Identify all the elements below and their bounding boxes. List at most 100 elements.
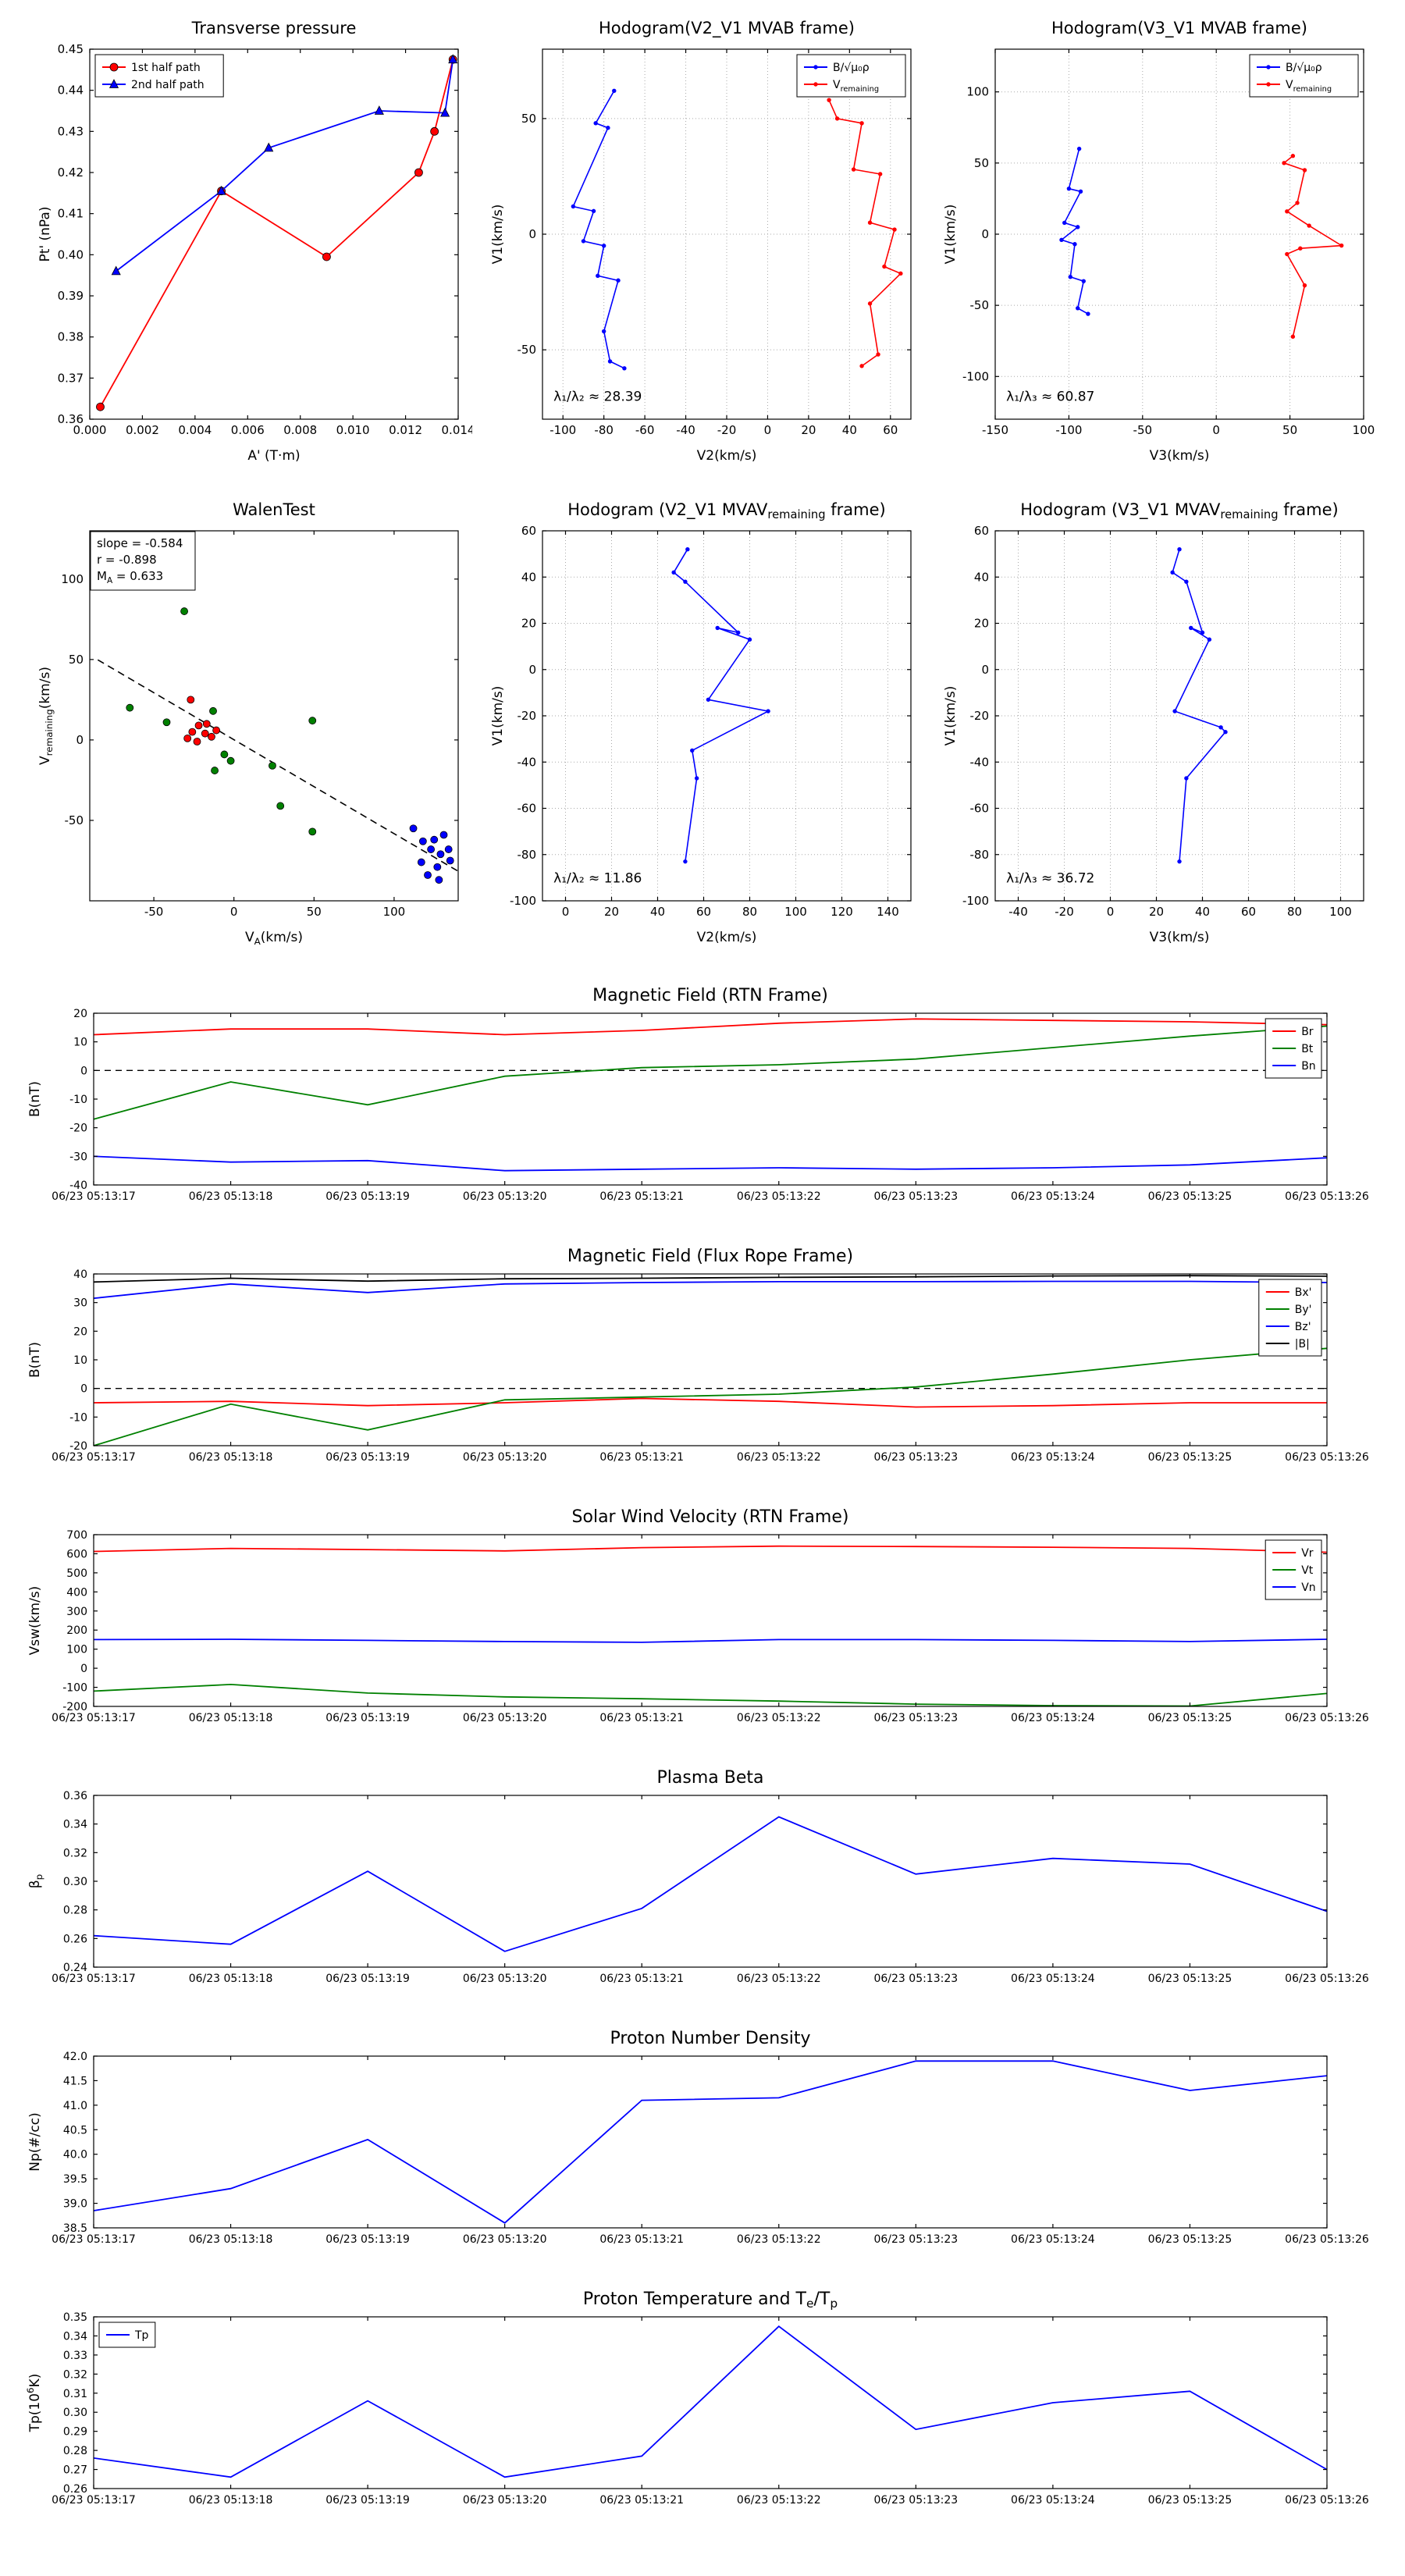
svg-text:-10: -10 <box>69 1094 87 1106</box>
svg-text:-40: -40 <box>970 755 990 769</box>
proton-temperature-chart: 06/23 05:13:17 06/23 05:13:18 06/23 05:13:… <box>25 2290 1369 2507</box>
svg-text:06/23 05:13:23: 06/23 05:13:23 <box>873 1190 958 1203</box>
svg-text:06/23 05:13:17: 06/23 05:13:17 <box>52 1451 136 1464</box>
svg-text:-40: -40 <box>518 755 537 769</box>
svg-text:Tp: Tp <box>134 2329 149 2342</box>
svg-text:06/23 05:13:18: 06/23 05:13:18 <box>189 1451 273 1464</box>
svg-text:-60: -60 <box>635 423 655 437</box>
svg-text:80: 80 <box>1287 905 1302 919</box>
hodogram-v2v1-mvab-chart: -100 -80 -60 -40 -20 0 20 40 60 -50 0 50 Hodogram(V2… <box>490 19 912 464</box>
svg-text:06/23 05:13:18: 06/23 05:13:18 <box>189 2494 273 2507</box>
svg-text:-200: -200 <box>62 1701 87 1713</box>
svg-text:500: 500 <box>66 1567 87 1580</box>
svg-text:06/23 05:13:26: 06/23 05:13:26 <box>1285 1451 1369 1464</box>
svg-text:0: 0 <box>1212 423 1220 437</box>
svg-text:06/23 05:13:21: 06/23 05:13:21 <box>599 1190 684 1203</box>
svg-text:0.28: 0.28 <box>63 2445 87 2457</box>
svg-text:V2(km/s): V2(km/s) <box>697 930 757 945</box>
svg-text:0.30: 0.30 <box>63 1876 87 1888</box>
svg-text:06/23 05:13:19: 06/23 05:13:19 <box>325 1451 410 1464</box>
svg-text:06/23 05:13:19: 06/23 05:13:19 <box>325 1712 410 1724</box>
svg-text:0.010: 0.010 <box>336 423 370 437</box>
svg-text:06/23 05:13:22: 06/23 05:13:22 <box>737 1712 821 1724</box>
svg-text:06/23 05:13:24: 06/23 05:13:24 <box>1011 2494 1095 2507</box>
svg-text:Pt' (nPa): Pt' (nPa) <box>37 207 53 262</box>
svg-text:0.006: 0.006 <box>231 423 265 437</box>
svg-text:WalenTest: WalenTest <box>233 500 315 519</box>
svg-text:06/23 05:13:21: 06/23 05:13:21 <box>599 1451 684 1464</box>
svg-text:0: 0 <box>80 1663 87 1675</box>
hodogram-v3v1-mvab-chart: -150 -100 -50 0 50 100 -100 -50 0 50 100 Hodogram(V… <box>943 19 1375 464</box>
svg-text:0.33: 0.33 <box>63 2350 87 2362</box>
svg-text:Bt: Bt <box>1301 1043 1314 1055</box>
svg-text:λ₁/λ₃ ≈ 36.72: λ₁/λ₃ ≈ 36.72 <box>1006 870 1094 886</box>
svg-text:λ₁/λ₃ ≈ 60.87: λ₁/λ₃ ≈ 60.87 <box>1006 389 1094 404</box>
svg-text:V1(km/s): V1(km/s) <box>490 686 506 746</box>
svg-text:100: 100 <box>383 905 406 919</box>
svg-text:10: 10 <box>73 1037 87 1049</box>
svg-text:06/23 05:13:19: 06/23 05:13:19 <box>325 2233 410 2246</box>
svg-text:100: 100 <box>66 1644 87 1656</box>
magnetic-field-rtn-chart: 06/23 05:13:17 06/23 05:13:18 06/23 05:13:… <box>27 986 1369 1203</box>
svg-text:06/23 05:13:17: 06/23 05:13:17 <box>52 2494 136 2507</box>
svg-text:0: 0 <box>528 663 536 677</box>
svg-text:Np(#/cc): Np(#/cc) <box>27 2112 43 2171</box>
svg-text:0.014: 0.014 <box>442 423 472 437</box>
svg-text:0.42: 0.42 <box>58 165 84 180</box>
svg-text:B(nT): B(nT) <box>27 1081 43 1117</box>
svg-text:-100: -100 <box>62 1682 87 1695</box>
svg-text:Bn: Bn <box>1301 1060 1315 1073</box>
svg-text:Hodogram (V3_V1 MVAVremaining: Hodogram (V3_V1 MVAVremaining frame) <box>1020 500 1338 521</box>
svg-text:06/23 05:13:20: 06/23 05:13:20 <box>463 2233 547 2246</box>
svg-text:-50: -50 <box>518 343 537 357</box>
svg-text:600: 600 <box>66 1548 87 1560</box>
svg-text:0.31: 0.31 <box>63 2388 87 2400</box>
svg-text:0.41: 0.41 <box>58 207 84 221</box>
svg-text:60: 60 <box>883 423 898 437</box>
svg-text:50: 50 <box>69 653 84 667</box>
svg-text:-60: -60 <box>518 802 537 816</box>
svg-text:60: 60 <box>696 905 711 919</box>
svg-text:0.24: 0.24 <box>63 1962 87 1974</box>
svg-text:-20: -20 <box>1055 905 1074 919</box>
svg-text:VA(km/s): VA(km/s) <box>245 930 303 947</box>
svg-text:50: 50 <box>1282 423 1297 437</box>
svg-text:100: 100 <box>784 905 807 919</box>
svg-text:0.43: 0.43 <box>58 124 84 138</box>
svg-text:0.29: 0.29 <box>63 2426 87 2439</box>
svg-text:06/23 05:13:17: 06/23 05:13:17 <box>52 1973 136 1985</box>
svg-text:100: 100 <box>61 572 84 586</box>
svg-text:Hodogram(V2_V1 MVAB frame): Hodogram(V2_V1 MVAB frame) <box>599 19 855 38</box>
svg-text:V1(km/s): V1(km/s) <box>490 205 506 265</box>
svg-text:0.45: 0.45 <box>58 42 84 56</box>
svg-text:V2(km/s): V2(km/s) <box>697 448 757 464</box>
svg-text:|B|: |B| <box>1295 1338 1310 1350</box>
svg-text:λ₁/λ₂ ≈ 28.39: λ₁/λ₂ ≈ 28.39 <box>553 389 642 404</box>
svg-text:06/23 05:13:25: 06/23 05:13:25 <box>1148 2494 1232 2507</box>
svg-text:39.5: 39.5 <box>63 2173 87 2186</box>
svg-text:0.34: 0.34 <box>63 2330 87 2343</box>
svg-text:-150: -150 <box>982 423 1008 437</box>
svg-text:0.34: 0.34 <box>63 1819 87 1831</box>
svg-text:06/23 05:13:18: 06/23 05:13:18 <box>189 1712 273 1724</box>
svg-text:20: 20 <box>73 1325 87 1338</box>
svg-text:06/23 05:13:22: 06/23 05:13:22 <box>737 2233 821 2246</box>
svg-text:40: 40 <box>650 905 665 919</box>
svg-text:0.36: 0.36 <box>63 1790 87 1802</box>
svg-text:50: 50 <box>974 156 989 170</box>
svg-text:06/23 05:13:17: 06/23 05:13:17 <box>52 1712 136 1724</box>
svg-text:60: 60 <box>1241 905 1256 919</box>
svg-text:100: 100 <box>966 85 989 99</box>
svg-text:Br: Br <box>1301 1026 1314 1038</box>
svg-text:0.28: 0.28 <box>63 1905 87 1917</box>
svg-text:Proton Temperature and Te/Tp: Proton Temperature and Te/Tp <box>583 2290 838 2311</box>
svg-text:0: 0 <box>80 1383 87 1396</box>
svg-text:-80: -80 <box>518 848 537 862</box>
svg-text:200: 200 <box>66 1624 87 1637</box>
svg-text:42.0: 42.0 <box>63 2051 87 2063</box>
svg-text:06/23 05:13:21: 06/23 05:13:21 <box>599 1973 684 1985</box>
svg-text:-100: -100 <box>550 423 576 437</box>
svg-text:06/23 05:13:22: 06/23 05:13:22 <box>737 1190 821 1203</box>
svg-text:-50: -50 <box>65 813 84 827</box>
